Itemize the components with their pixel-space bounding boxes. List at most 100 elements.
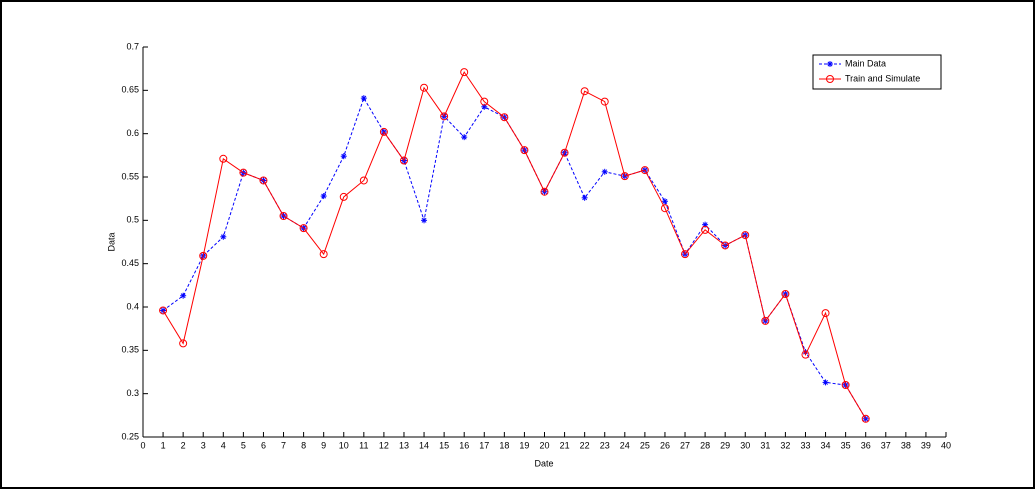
data-point xyxy=(761,316,770,325)
x-tick-label: 39 xyxy=(921,440,931,450)
x-tick-label: 32 xyxy=(780,440,790,450)
x-tick-label: 17 xyxy=(479,440,489,450)
x-tick-label: 36 xyxy=(861,440,871,450)
x-tick-label: 35 xyxy=(841,440,851,450)
marker-stroke xyxy=(481,104,487,110)
data-point xyxy=(199,251,208,260)
data-point xyxy=(822,379,829,386)
data-point xyxy=(460,68,469,77)
data-point xyxy=(420,83,429,92)
y-axis-label: Data xyxy=(106,232,116,251)
x-axis-label: Date xyxy=(534,458,553,468)
data-point xyxy=(440,112,449,121)
x-tick-label: 12 xyxy=(379,440,389,450)
data-point xyxy=(540,187,549,196)
y-tick-label: 0.6 xyxy=(126,128,139,138)
x-tick-label: 21 xyxy=(560,440,570,450)
x-tick-label: 40 xyxy=(941,440,951,450)
legend-label: Main Data xyxy=(845,58,886,68)
data-point xyxy=(319,250,328,259)
marker-stroke xyxy=(823,379,829,385)
data-point xyxy=(580,87,589,96)
x-tick-label: 15 xyxy=(439,440,449,450)
x-tick-label: 14 xyxy=(419,440,429,450)
marker-stroke xyxy=(582,195,588,201)
data-point xyxy=(359,176,368,185)
x-tick-label: 26 xyxy=(660,440,670,450)
x-tick-label: 25 xyxy=(640,440,650,450)
data-point xyxy=(500,113,509,122)
marker-stroke xyxy=(361,95,367,101)
data-point xyxy=(841,381,850,389)
y-tick-label: 0.45 xyxy=(121,258,139,268)
data-point xyxy=(360,95,367,102)
y-tick-label: 0.4 xyxy=(126,301,139,311)
x-tick-label: 5 xyxy=(241,440,246,450)
x-tick-label: 33 xyxy=(800,440,810,450)
x-tick-label: 10 xyxy=(339,440,349,450)
y-tick-label: 0.5 xyxy=(126,215,139,225)
x-tick-label: 0 xyxy=(140,440,145,450)
x-tick-label: 29 xyxy=(720,440,730,450)
data-point xyxy=(821,309,830,318)
data-point xyxy=(379,127,388,136)
data-point xyxy=(520,146,529,155)
data-point xyxy=(661,198,668,205)
marker-stroke xyxy=(602,169,608,175)
data-point xyxy=(581,194,588,201)
x-tick-label: 13 xyxy=(399,440,409,450)
data-point xyxy=(340,153,347,160)
data-point xyxy=(681,250,690,259)
data-point xyxy=(461,134,468,141)
x-tick-label: 8 xyxy=(301,440,306,450)
data-point xyxy=(600,97,609,106)
data-point xyxy=(320,193,327,200)
x-tick-label: 3 xyxy=(201,440,206,450)
data-point xyxy=(701,225,710,234)
x-tick-label: 1 xyxy=(161,440,166,450)
x-tick-label: 6 xyxy=(261,440,266,450)
legend-marker xyxy=(827,61,833,67)
x-tick-label: 11 xyxy=(359,440,368,450)
data-point xyxy=(480,97,489,106)
marker-stroke xyxy=(662,198,668,204)
data-point xyxy=(741,231,750,240)
marker-stroke xyxy=(827,61,833,67)
x-tick-label: 19 xyxy=(519,440,529,450)
data-point xyxy=(180,292,187,299)
data-point xyxy=(179,339,188,348)
data-point xyxy=(339,192,348,201)
x-tick-label: 20 xyxy=(539,440,549,450)
marker-stroke xyxy=(421,217,427,223)
legend-marker xyxy=(826,75,834,83)
x-tick-label: 2 xyxy=(181,440,186,450)
y-tick-label: 0.55 xyxy=(121,171,139,181)
legend-box xyxy=(812,54,942,90)
x-tick-label: 7 xyxy=(281,440,286,450)
marker-stroke xyxy=(341,153,347,159)
data-point xyxy=(220,233,227,240)
series-line xyxy=(162,71,867,420)
data-point xyxy=(219,154,228,163)
x-tick-label: 9 xyxy=(321,440,326,450)
x-tick-label: 23 xyxy=(600,440,610,450)
x-tick-label: 27 xyxy=(680,440,690,450)
x-tick-label: 37 xyxy=(881,440,891,450)
data-point xyxy=(399,156,408,165)
marker-stroke xyxy=(461,134,467,140)
x-tick-label: 24 xyxy=(620,440,630,450)
x-tick-label: 18 xyxy=(499,440,509,450)
x-tick-label: 4 xyxy=(221,440,226,450)
data-point xyxy=(861,414,870,423)
legend-label: Train and Simulate xyxy=(845,73,920,83)
data-point xyxy=(299,224,308,233)
data-point xyxy=(721,241,730,250)
data-point xyxy=(660,204,669,213)
x-tick-label: 22 xyxy=(580,440,590,450)
data-point xyxy=(159,306,168,315)
marker-stroke xyxy=(180,293,186,299)
y-tick-label: 0.3 xyxy=(126,388,139,398)
marker-stroke xyxy=(702,222,708,228)
